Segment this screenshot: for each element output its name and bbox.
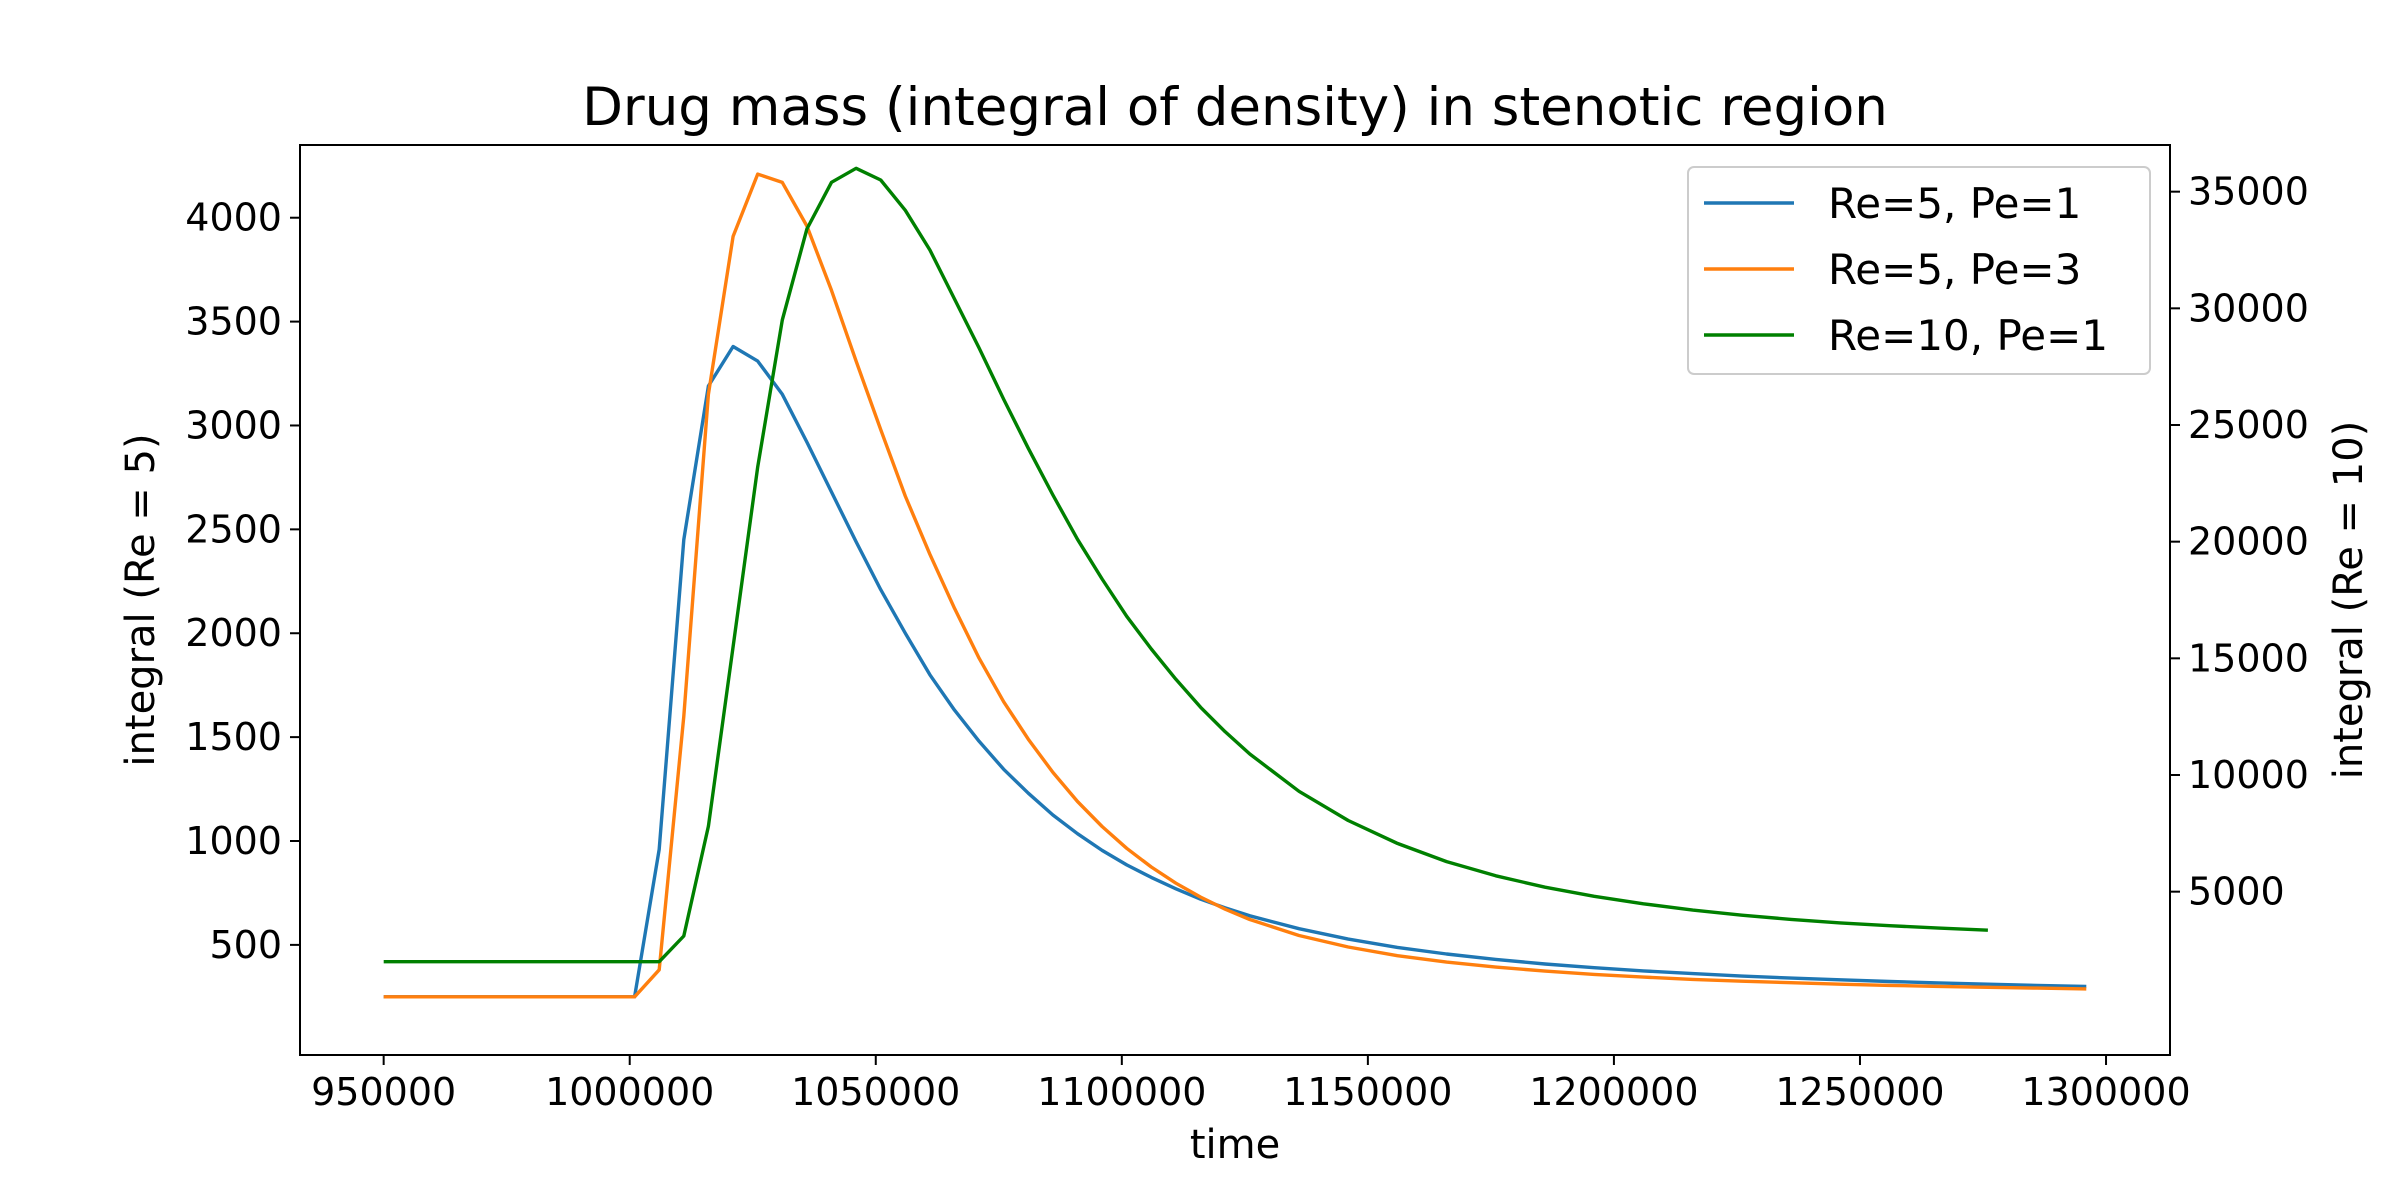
x-tick-label: 1000000 (545, 1070, 714, 1114)
y-left-tick-label: 2000 (185, 611, 282, 655)
x-tick-label: 1200000 (1529, 1070, 1698, 1114)
y-right-tick-label: 20000 (2188, 520, 2309, 564)
y-left-tick-label: 4000 (185, 196, 282, 240)
chart-title: Drug mass (integral of density) in steno… (582, 77, 1888, 138)
x-tick-label: 1300000 (2021, 1070, 2190, 1114)
y-right-tick-label: 25000 (2188, 403, 2309, 447)
plot-series-group (383, 166, 2087, 999)
x-tick-label: 1250000 (1775, 1070, 1944, 1114)
x-axis-label: time (1190, 1122, 1280, 1168)
legend-label-2: Re=5, Pe=3 (1828, 245, 2081, 294)
y-right-tick-label: 30000 (2188, 286, 2309, 330)
x-axis: 950000 1000000 1050000 1100000 1150000 120000… (311, 1055, 2191, 1114)
y-left-tick-label: 500 (209, 923, 282, 967)
y-right-tick-label: 35000 (2188, 170, 2309, 214)
legend-label-1: Re=5, Pe=1 (1828, 179, 2081, 228)
y-right-tick-label: 5000 (2188, 870, 2285, 914)
x-tick-label: 1050000 (791, 1070, 960, 1114)
y-axis-left-label: integral (Re = 5) (118, 433, 164, 766)
series-line-1 (383, 344, 2087, 999)
y-left-tick-label: 3500 (185, 300, 282, 344)
x-tick-label: 950000 (311, 1070, 456, 1114)
legend-box (1687, 166, 2151, 375)
series-line-2 (383, 172, 2087, 999)
y-right-tick-label: 10000 (2188, 753, 2309, 797)
plot-area-frame (299, 144, 2171, 1056)
x-tick-label: 1150000 (1283, 1070, 1452, 1114)
y-axis-left: 500 1000 1500 2000 2500 3000 3500 4000 (185, 196, 300, 967)
series-line-3 (383, 166, 1988, 964)
legend: Re=5, Pe=1 Re=5, Pe=3 Re=10, Pe=1 (1687, 166, 2151, 375)
y-axis-right: 5000 10000 15000 20000 25000 30000 35000 (2170, 170, 2309, 914)
y-left-tick-label: 1500 (185, 715, 282, 759)
x-tick-label: 1100000 (1037, 1070, 1206, 1114)
y-left-tick-label: 3000 (185, 403, 282, 447)
legend-label-3: Re=10, Pe=1 (1828, 311, 2108, 360)
y-left-tick-label: 2500 (185, 507, 282, 551)
y-right-tick-label: 15000 (2188, 636, 2309, 680)
y-left-tick-label: 1000 (185, 819, 282, 863)
y-axis-right-label: integral (Re = 10) (2326, 421, 2372, 780)
